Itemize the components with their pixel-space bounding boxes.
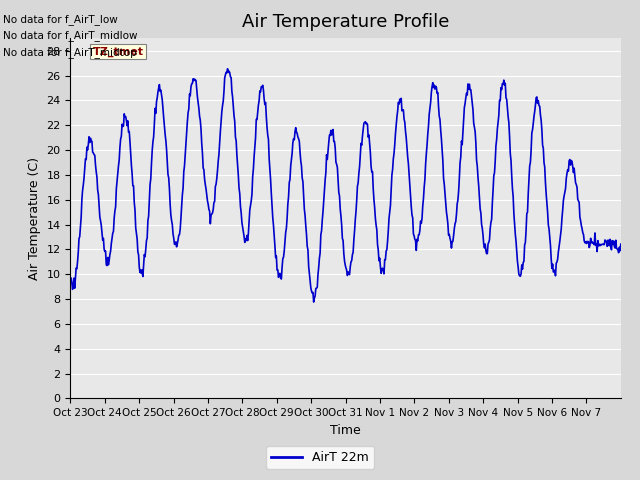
- Text: TZ_tmet: TZ_tmet: [92, 47, 143, 57]
- Text: No data for f_AirT_low: No data for f_AirT_low: [3, 13, 118, 24]
- Text: No data for f_AirT_midlow: No data for f_AirT_midlow: [3, 30, 138, 41]
- X-axis label: Time: Time: [330, 424, 361, 437]
- Text: No data for f_AirT_midtop: No data for f_AirT_midtop: [3, 47, 137, 58]
- Y-axis label: Air Temperature (C): Air Temperature (C): [28, 157, 41, 280]
- Legend: AirT 22m: AirT 22m: [266, 446, 374, 469]
- Title: Air Temperature Profile: Air Temperature Profile: [242, 13, 449, 31]
